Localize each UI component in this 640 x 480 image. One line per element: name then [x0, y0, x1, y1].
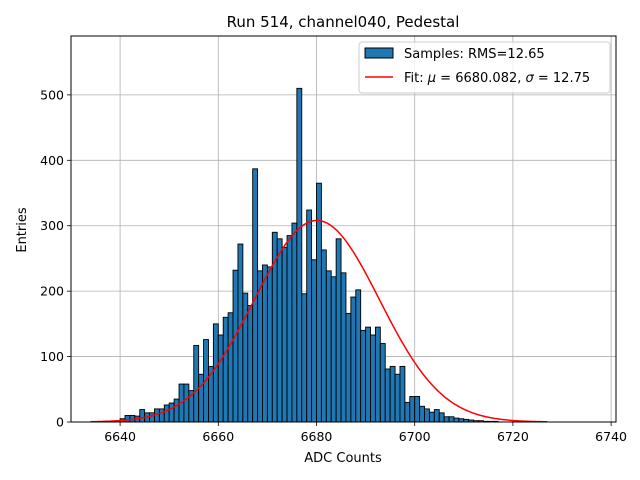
- histogram-bar: [438, 412, 445, 423]
- histogram-bar: [320, 249, 327, 423]
- histogram-bar: [379, 343, 386, 423]
- histogram-bar: [365, 326, 371, 423]
- x-axis-title: ADC Counts: [304, 451, 382, 466]
- histogram-bar: [247, 305, 254, 423]
- histogram-bar: [222, 316, 229, 423]
- histogram-bar: [325, 270, 332, 423]
- legend-fit-prefix: Fit:: [404, 71, 428, 86]
- x-tick-label: 6680: [301, 429, 333, 444]
- legend-fit-mu: μ: [427, 71, 436, 86]
- histogram-bar: [168, 402, 175, 423]
- histogram-bar: [433, 409, 440, 423]
- histogram-bar: [266, 266, 273, 423]
- histogram-bar: [414, 396, 421, 423]
- y-tick-label: 400: [40, 153, 64, 168]
- legend-fit-mu-value: = 6680.082,: [436, 71, 525, 86]
- histogram-bar: [139, 409, 146, 423]
- legend-fit-sigma: σ: [526, 71, 535, 86]
- histogram-bar: [355, 289, 362, 423]
- histogram-bar: [330, 276, 337, 423]
- histogram-bar: [350, 296, 357, 423]
- x-tick-label: 6720: [497, 429, 529, 444]
- histogram-bar: [428, 411, 435, 423]
- histogram-bar: [301, 293, 308, 423]
- histogram-bar: [409, 396, 416, 423]
- histogram-bar: [286, 235, 293, 423]
- histogram-bar: [291, 222, 298, 423]
- histogram-bar: [424, 408, 430, 423]
- histogram-bar: [124, 415, 131, 423]
- x-tick-label: 6640: [104, 429, 136, 444]
- histogram-bar: [227, 312, 234, 423]
- x-tick-label: 6700: [399, 429, 431, 444]
- histogram-bar: [193, 345, 200, 423]
- histogram-bar: [394, 373, 401, 423]
- histogram-bar: [212, 323, 219, 423]
- legend-fit-sigma-value: = 12.75: [534, 71, 590, 86]
- legend: Samples: RMS=12.65 Fit: μ = 6680.082, σ …: [358, 41, 611, 94]
- legend-box: [358, 41, 611, 94]
- axis-ticks: 6640 6660 6680 6700 6720 6740 0 100 200 300 400 500: [40, 87, 627, 444]
- y-tick-label: 0: [56, 415, 64, 430]
- histogram-bar: [237, 243, 244, 423]
- histogram-bar: [419, 405, 425, 423]
- x-tick-label: 6660: [202, 429, 234, 444]
- x-tick-label: 6740: [595, 429, 627, 444]
- y-tick-label: 500: [40, 87, 64, 102]
- histogram-bar: [399, 365, 406, 423]
- y-tick-label: 100: [40, 349, 64, 364]
- y-tick-label: 200: [40, 284, 64, 299]
- histogram-bar: [232, 269, 239, 423]
- histogram-bar: [448, 416, 455, 423]
- y-axis-title: Entries: [15, 207, 30, 253]
- histogram-bar: [173, 398, 180, 423]
- histogram-bar: [374, 326, 381, 423]
- histogram-bar: [311, 259, 317, 423]
- histogram-bar: [217, 334, 224, 423]
- histogram-bar: [384, 368, 391, 423]
- histogram-bar: [316, 182, 322, 423]
- histogram-bar: [370, 334, 376, 423]
- histogram-bar: [306, 209, 313, 423]
- histogram-bar: [389, 365, 396, 423]
- histogram-bar: [345, 312, 352, 423]
- legend-samples-swatch: [364, 47, 394, 59]
- histogram-bar: [276, 238, 283, 423]
- legend-samples-label: Samples: RMS=12.65: [404, 47, 545, 62]
- histogram-bar: [360, 329, 367, 423]
- legend-fit-label: Fit: μ = 6680.082, σ = 12.75: [404, 71, 590, 86]
- chart-title: Run 514, channel040, Pedestal: [227, 13, 460, 31]
- histogram-bar: [281, 246, 288, 423]
- histogram-bar: [163, 404, 170, 423]
- histogram-bar: [262, 264, 268, 423]
- histogram-bar: [198, 373, 205, 423]
- y-tick-label: 300: [40, 218, 64, 233]
- histogram-bar: [340, 272, 347, 423]
- plot-frame: [70, 35, 617, 423]
- histogram-bar: [443, 416, 450, 423]
- histogram-bar: [183, 383, 190, 423]
- histogram-bar: [404, 401, 411, 423]
- histogram-bar: [158, 408, 165, 423]
- histogram-bar: [453, 417, 460, 423]
- histogram-bar: [335, 238, 342, 423]
- gaussian-fit-curve: [90, 219, 548, 423]
- histogram-bar: [149, 412, 155, 423]
- histogram-bar: [296, 87, 303, 423]
